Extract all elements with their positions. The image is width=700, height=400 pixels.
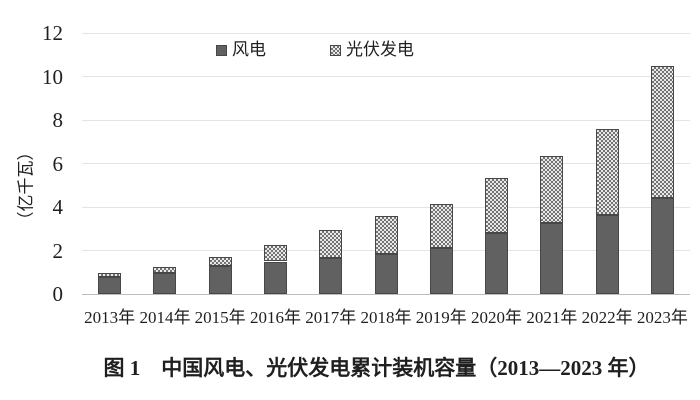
legend: 风电 光伏发电: [216, 39, 414, 61]
x-tick-label: 2016年: [249, 308, 301, 327]
x-tick-label: 2013年: [84, 308, 136, 327]
x-tick-label: 2014年: [139, 308, 191, 327]
bar-wind-2022年: [595, 214, 619, 294]
y-tick-label: 10: [42, 64, 63, 89]
y-tick-label: 12: [42, 21, 63, 45]
x-tick-label: 2020年: [471, 308, 523, 327]
gridline: [82, 163, 690, 164]
bar-wind-2014年: [153, 273, 177, 294]
gridline: [82, 32, 690, 34]
pv-series-swatch-icon: [330, 44, 341, 56]
x-tick-label: 2019年: [415, 308, 467, 327]
gridline: [82, 206, 690, 208]
x-tick-label: 2021年: [526, 308, 578, 327]
y-tick-label: 2: [52, 238, 64, 263]
bar-wind-2015年: [208, 265, 232, 294]
bar-pv-2018年: [374, 216, 398, 254]
pv-series-label: 光伏发电: [346, 40, 414, 59]
y-tick-label: 0: [52, 282, 64, 306]
x-tick-label: 2015年: [194, 308, 246, 327]
legend-item-wind: 风电: [216, 39, 266, 61]
bar-wind-2023年: [650, 198, 674, 294]
bar-wind-2019年: [429, 248, 453, 294]
bar-pv-2021年: [540, 156, 564, 223]
bar-wind-2018年: [374, 254, 398, 294]
figure-caption: 图 1 中国风电、光伏发电累计装机容量（2013—2023 年）: [103, 356, 650, 380]
bar-pv-2019年: [429, 204, 453, 249]
y-tick-label: 6: [52, 151, 64, 176]
x-tick-label: 2023年: [636, 308, 688, 327]
bar-pv-2022年: [595, 129, 619, 215]
legend-item-pv: 光伏发电: [330, 39, 414, 61]
bar-wind-2017年: [319, 258, 343, 294]
x-tick-label: 2022年: [581, 308, 633, 327]
bar-pv-2017年: [319, 230, 343, 259]
gridline: [82, 76, 690, 77]
wind-series-swatch-icon: [216, 44, 227, 56]
x-tick-label: 2018年: [360, 308, 412, 327]
bar-wind-2013年: [98, 277, 122, 294]
bar-pv-2016年: [264, 244, 287, 262]
bar-wind-2016年: [264, 261, 287, 294]
x-axis-line: [82, 293, 690, 295]
y-tick-label: 4: [52, 195, 64, 219]
bar-pv-2023年: [650, 65, 674, 199]
bar-pv-2015年: [208, 256, 232, 266]
x-tick-label: 2017年: [305, 308, 357, 327]
bar-pv-2013年: [98, 273, 122, 278]
y-tick-label: 8: [52, 108, 64, 132]
bar-pv-2020年: [485, 177, 508, 233]
bar-wind-2020年: [485, 232, 508, 294]
bar-pv-2014年: [153, 267, 177, 274]
bar-wind-2021年: [540, 222, 564, 294]
gridline: [82, 119, 690, 121]
wind-series-label: 风电: [232, 40, 266, 59]
